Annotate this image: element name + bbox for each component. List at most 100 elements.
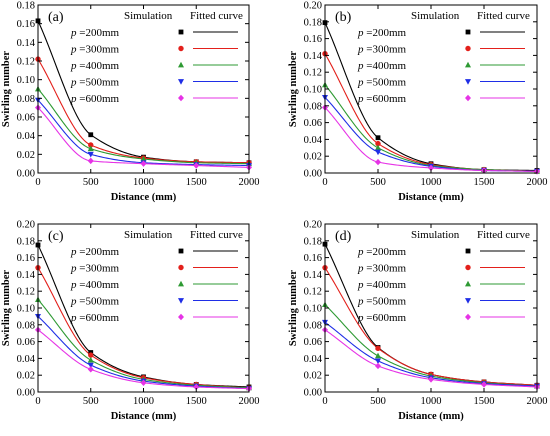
legend-series-name: =400mm (79, 279, 119, 291)
plot-frame (37, 223, 250, 393)
data-point-s1-2 (88, 132, 94, 138)
legend-label-2: p =300mm (357, 263, 407, 275)
legend-marker-5 (465, 94, 471, 102)
data-point-s5-4 (193, 383, 200, 391)
legend-label-1: p =200mm (357, 246, 407, 258)
x-tick-label: 500 (370, 396, 386, 407)
legend-series-name: =600mm (366, 93, 406, 105)
y-tick-label: 0.00 (17, 388, 35, 399)
data-point-s3-2 (87, 145, 94, 152)
x-tick-label: 2000 (527, 396, 548, 407)
x-tick-label: 0 (35, 177, 40, 188)
x-axis-title: Distance (mm) (398, 411, 464, 422)
legend-var-symbol: p (357, 246, 366, 258)
legend-var-symbol: p (357, 279, 366, 291)
legend-marker-1 (178, 248, 184, 254)
x-tick-label: 1000 (133, 177, 154, 188)
fitted-curve-2 (324, 53, 538, 172)
data-point-s2-2 (88, 352, 94, 358)
data-point-s5-4 (193, 162, 200, 169)
data-point-s5-2 (375, 362, 381, 370)
x-tick-label: 2000 (239, 177, 260, 188)
legend-marker-5 (178, 313, 184, 321)
y-tick-label: 0.02 (304, 371, 322, 382)
data-point-s5-3 (428, 164, 434, 172)
y-tick-label: 0.04 (304, 135, 323, 146)
y-axis-title: Swirling number (1, 270, 12, 346)
legend-label-4: p =500mm (70, 296, 120, 308)
legend-label-5: p =600mm (70, 93, 120, 105)
legend-var-symbol: p (357, 60, 366, 72)
y-tick-label: 0.18 (304, 17, 322, 28)
legend-series-name: =500mm (79, 296, 119, 308)
y-tick-label: 0.04 (17, 354, 36, 365)
legend-label-4: p =500mm (70, 77, 120, 89)
legend-var-symbol: p (70, 279, 79, 291)
legend-var-symbol: p (70, 27, 79, 39)
x-tick-label: 2000 (527, 177, 548, 188)
legend-header-simulation: Simulation (124, 10, 173, 22)
x-tick-label: 1500 (186, 396, 207, 407)
legend-label-3: p =400mm (357, 279, 407, 291)
y-tick-label: 0.00 (304, 388, 322, 399)
y-tick-label: 0.14 (304, 51, 323, 62)
y-tick-label: 0.12 (304, 287, 322, 298)
data-point-s4-2 (87, 362, 94, 369)
legend-marker-4 (465, 79, 471, 85)
y-tick-label: 0.12 (17, 287, 35, 298)
legend-series-name: =300mm (79, 44, 119, 56)
data-point-s4-2 (87, 151, 94, 158)
data-point-s5-3 (428, 376, 434, 383)
y-tick-label: 0.06 (17, 337, 35, 348)
plot-frame (324, 223, 538, 393)
legend-series-name: =600mm (79, 312, 119, 324)
legend-header-simulation: Simulation (124, 229, 173, 241)
legend-label-5: p =600mm (357, 312, 407, 324)
y-tick-label: 0.16 (304, 253, 322, 264)
panel-label: (d) (335, 229, 352, 244)
y-tick-label: 0.10 (304, 304, 322, 315)
fitted-curve-2 (37, 267, 250, 389)
x-tick-label: 1500 (186, 177, 207, 188)
y-tick-label: 0.14 (17, 270, 36, 281)
data-point-s3-2 (375, 352, 381, 359)
legend-header-fitted: Fitted curve (190, 229, 243, 241)
y-tick-label: 0.18 (17, 236, 35, 247)
legend-marker-2 (178, 45, 184, 52)
legend-marker-2 (465, 264, 471, 271)
legend-header-simulation: Simulation (411, 229, 460, 241)
legend-series-name: =500mm (366, 296, 406, 308)
chart-panel-a: 0.00 0.02 0.04 0.06 0.08 0.10 0.12 0.14 0.16 0.18… (1, 1, 260, 204)
legend-marker-1 (465, 248, 471, 254)
data-point-s5-4 (481, 381, 487, 388)
legend-series-name: =400mm (366, 60, 406, 72)
y-tick-label: 0.08 (304, 320, 322, 331)
data-point-s5-3 (140, 379, 147, 386)
x-tick-label: 1000 (421, 177, 442, 188)
legend-marker-3 (178, 280, 184, 287)
data-point-s2-2 (375, 140, 381, 147)
legend-marker-5 (465, 313, 471, 321)
legend-marker-3 (465, 61, 471, 68)
x-tick-label: 0 (322, 177, 327, 188)
fitted-curve-1 (37, 20, 250, 164)
y-tick-label: 0.10 (17, 304, 35, 315)
legend-series-name: =200mm (79, 246, 119, 258)
legend-var-symbol: p (357, 77, 366, 89)
data-point-s4-2 (375, 358, 381, 365)
data-point-s2-2 (375, 345, 381, 352)
y-tick-label: 0.16 (17, 253, 35, 264)
legend-series-name: =600mm (366, 312, 406, 324)
y-tick-label: 0.02 (304, 152, 322, 163)
legend-label-1: p =200mm (70, 246, 120, 258)
y-tick-label: 0.02 (17, 150, 35, 161)
y-tick-label: 0.10 (17, 75, 35, 86)
y-tick-label: 0.20 (304, 1, 322, 12)
legend-var-symbol: p (357, 263, 366, 275)
x-tick-label: 500 (83, 177, 99, 188)
y-tick-label: 0.16 (17, 19, 35, 30)
